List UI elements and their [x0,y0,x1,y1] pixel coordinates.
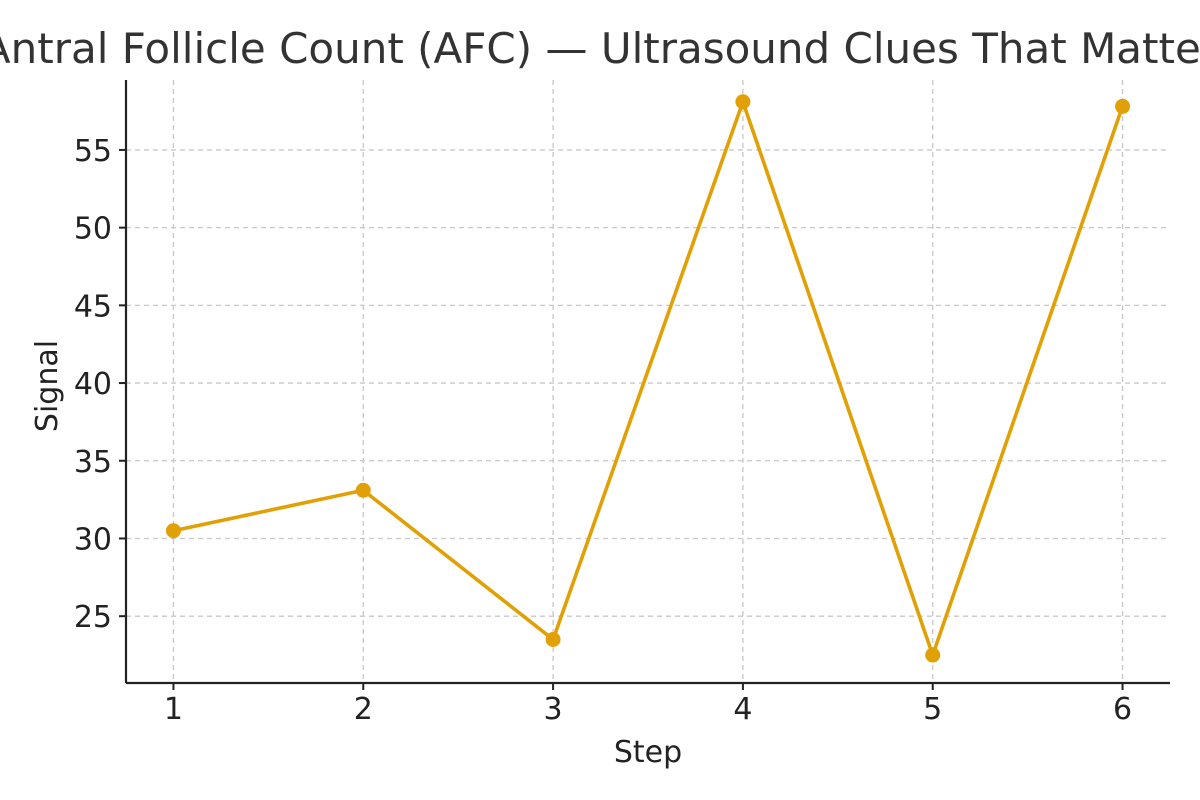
data-point [1115,98,1131,114]
series-line [171,100,1125,657]
y-tick-label: 25 [74,600,112,635]
series [165,94,1131,663]
x-tick-label: 5 [923,692,942,727]
y-tick-label: 45 [74,289,112,324]
x-tick-label: 2 [354,692,373,727]
chart-title: Antral Follicle Count (AFC) — Ultrasound… [0,24,1200,73]
y-axis-label: Signal [30,340,65,432]
axes [124,80,1170,685]
grid [126,80,1170,683]
x-tick-label: 6 [1113,692,1132,727]
data-point [925,647,941,663]
x-tick-label: 4 [733,692,752,727]
x-axis-label: Step [614,735,682,770]
data-point [545,631,561,647]
y-tick-label: 55 [74,134,112,169]
x-tick-label: 1 [164,692,183,727]
y-tick-label: 30 [74,522,112,557]
data-point [735,94,751,110]
y-tick-label: 50 [74,212,112,247]
data-point [165,523,181,539]
y-tick-label: 35 [74,445,112,480]
y-tick-label: 40 [74,367,112,402]
data-point [355,482,371,498]
x-tick-label: 3 [544,692,563,727]
